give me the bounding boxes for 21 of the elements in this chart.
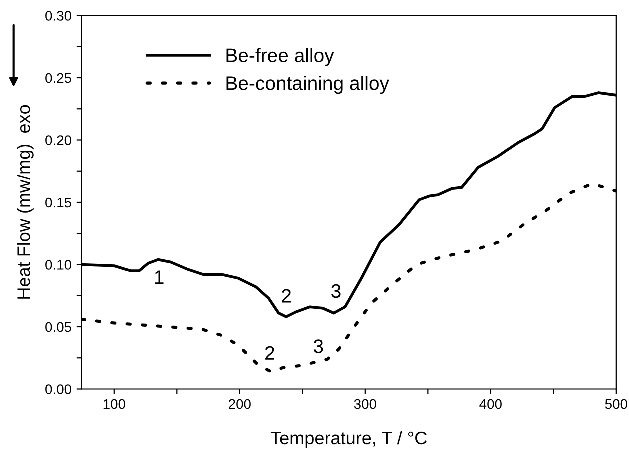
- x-tick-label: 200: [229, 399, 251, 410]
- y-tick-label: 0.15: [46, 198, 72, 208]
- x-tick-label: 100: [104, 399, 126, 410]
- x-tick-label: 400: [480, 399, 502, 410]
- legend-label: Be-free alloy: [226, 48, 334, 66]
- x-tick-label: 500: [605, 399, 628, 410]
- y-tick-label: 0.20: [46, 136, 72, 146]
- y-tick-label: 0.00: [46, 384, 72, 394]
- legend-label: Be-containing alloy: [226, 76, 390, 94]
- annotation: 3: [332, 284, 341, 298]
- y-tick-label: 0.25: [46, 73, 72, 84]
- annotation: 1: [155, 270, 164, 284]
- y-tick-label: 0.30: [46, 11, 72, 21]
- annotation: 3: [314, 340, 324, 354]
- annotation: 2: [282, 289, 291, 303]
- annotation: 2: [266, 346, 274, 360]
- y-tick-label: 0.05: [46, 322, 72, 332]
- x-axis-title: Temperature, T / °C: [270, 431, 427, 448]
- y-tick-label: 0.10: [46, 260, 72, 270]
- x-tick-label: 300: [354, 399, 376, 410]
- y-axis-title: Heat Flow (mw/mg) exo: [17, 105, 34, 299]
